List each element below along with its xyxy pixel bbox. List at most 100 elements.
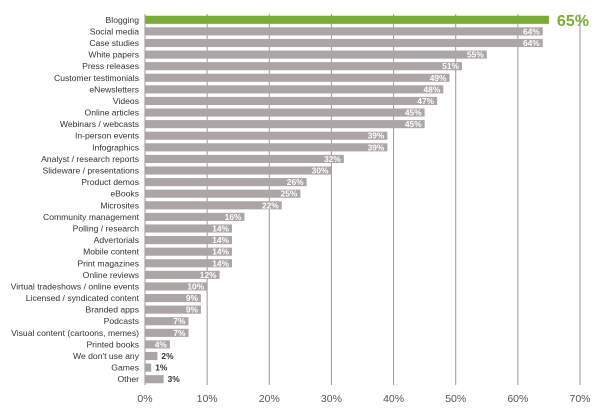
category-label: Polling / research: [73, 223, 140, 233]
value-label: 39%: [368, 131, 385, 141]
bar: [145, 120, 425, 129]
value-label: 22%: [262, 200, 279, 210]
bar: [145, 131, 388, 140]
value-label: 47%: [417, 96, 434, 106]
value-label: 14%: [212, 235, 229, 245]
bar: [145, 212, 245, 221]
bar: [145, 96, 438, 106]
value-label: 14%: [212, 247, 229, 257]
category-label: Analyst / research reports: [41, 154, 139, 164]
category-label: Videos: [113, 96, 139, 106]
category-label: Slideware / presentations: [43, 166, 140, 176]
bar: [145, 73, 450, 82]
value-label: 1%: [155, 363, 168, 373]
value-label: 9%: [186, 293, 199, 303]
bar: [145, 305, 201, 314]
bar: [145, 62, 462, 71]
bar: [145, 50, 487, 59]
value-label: 26%: [287, 177, 304, 187]
value-label: 25%: [281, 189, 298, 199]
bar: [145, 166, 332, 175]
category-label: Product demos: [81, 177, 139, 187]
category-label: eBooks: [110, 189, 139, 199]
category-label: Microsites: [100, 200, 139, 210]
category-label: Visual content (cartoons, memes): [11, 328, 139, 338]
category-label: Press releases: [82, 61, 139, 71]
value-label: 39%: [368, 142, 385, 152]
category-label: Mobile content: [83, 247, 140, 257]
value-label: 30%: [312, 166, 329, 176]
bar: [145, 154, 344, 163]
value-label: 2%: [161, 351, 174, 361]
bar: [145, 259, 232, 268]
category-label: eNewsletters: [89, 84, 139, 94]
x-tick-label: 50%: [445, 393, 466, 405]
x-tick-label: 20%: [259, 393, 280, 405]
x-tick-label: 40%: [383, 393, 404, 405]
bar: [145, 27, 543, 36]
bar: [145, 340, 170, 349]
category-label: Games: [111, 363, 139, 373]
category-label: Virtual tradeshows / online events: [11, 281, 139, 291]
value-label: 10%: [187, 281, 204, 291]
x-tick-label: 60%: [507, 393, 528, 405]
category-label: Online articles: [85, 108, 139, 118]
bar: [145, 178, 307, 187]
bar: [145, 375, 164, 384]
value-label: 48%: [424, 84, 441, 94]
value-label: 32%: [324, 154, 341, 164]
value-label: 7%: [173, 316, 186, 326]
value-label: 45%: [405, 108, 422, 118]
category-label: Community management: [43, 212, 140, 222]
value-label: 55%: [467, 50, 484, 60]
bar: [145, 363, 152, 372]
bar: [145, 189, 301, 198]
bar: [145, 317, 189, 326]
bar: [145, 282, 208, 291]
value-label: 4%: [155, 339, 168, 349]
category-label: Print magazines: [77, 258, 139, 268]
category-label: Webinars / webcasts: [60, 119, 139, 129]
category-label: Online reviews: [83, 270, 139, 280]
value-label: 14%: [212, 223, 229, 233]
category-label: Infographics: [92, 142, 139, 152]
bar: [145, 328, 189, 337]
x-tick-label: 30%: [321, 393, 342, 405]
value-label: 49%: [430, 73, 447, 83]
value-label: 45%: [405, 119, 422, 129]
category-label: Printed books: [86, 339, 139, 349]
category-label: Customer testimonials: [54, 73, 139, 83]
bar: [145, 270, 220, 279]
value-label: 64%: [523, 26, 540, 36]
x-tick-label: 70%: [569, 393, 590, 405]
category-label: Other: [118, 374, 140, 384]
x-tick-label: 0%: [137, 393, 152, 405]
category-label: Social media: [90, 26, 139, 36]
value-label: 14%: [212, 258, 229, 268]
bar-highlight: [145, 15, 549, 24]
bar: [145, 224, 232, 233]
value-label: 64%: [523, 38, 540, 48]
bar: [145, 247, 232, 256]
value-label: 7%: [173, 328, 186, 338]
bar: [145, 293, 201, 303]
category-label: We don't use any: [73, 351, 140, 361]
bar: [145, 85, 444, 94]
value-label: 16%: [225, 212, 242, 222]
category-label: Advertorials: [94, 235, 139, 245]
category-label: Case studies: [89, 38, 139, 48]
value-label: 51%: [442, 61, 459, 71]
category-label: Branded apps: [85, 305, 139, 315]
category-label: Blogging: [106, 15, 140, 25]
bar: [145, 351, 158, 361]
category-label: Licensed / syndicated content: [26, 293, 140, 303]
bar: [145, 143, 388, 152]
category-label: Podcasts: [104, 316, 139, 326]
value-label-highlight: 65%: [557, 13, 589, 30]
bar: [145, 201, 282, 210]
bar: [145, 236, 232, 245]
bar: [145, 38, 543, 48]
category-label: White papers: [88, 50, 139, 60]
bar: [145, 108, 425, 117]
